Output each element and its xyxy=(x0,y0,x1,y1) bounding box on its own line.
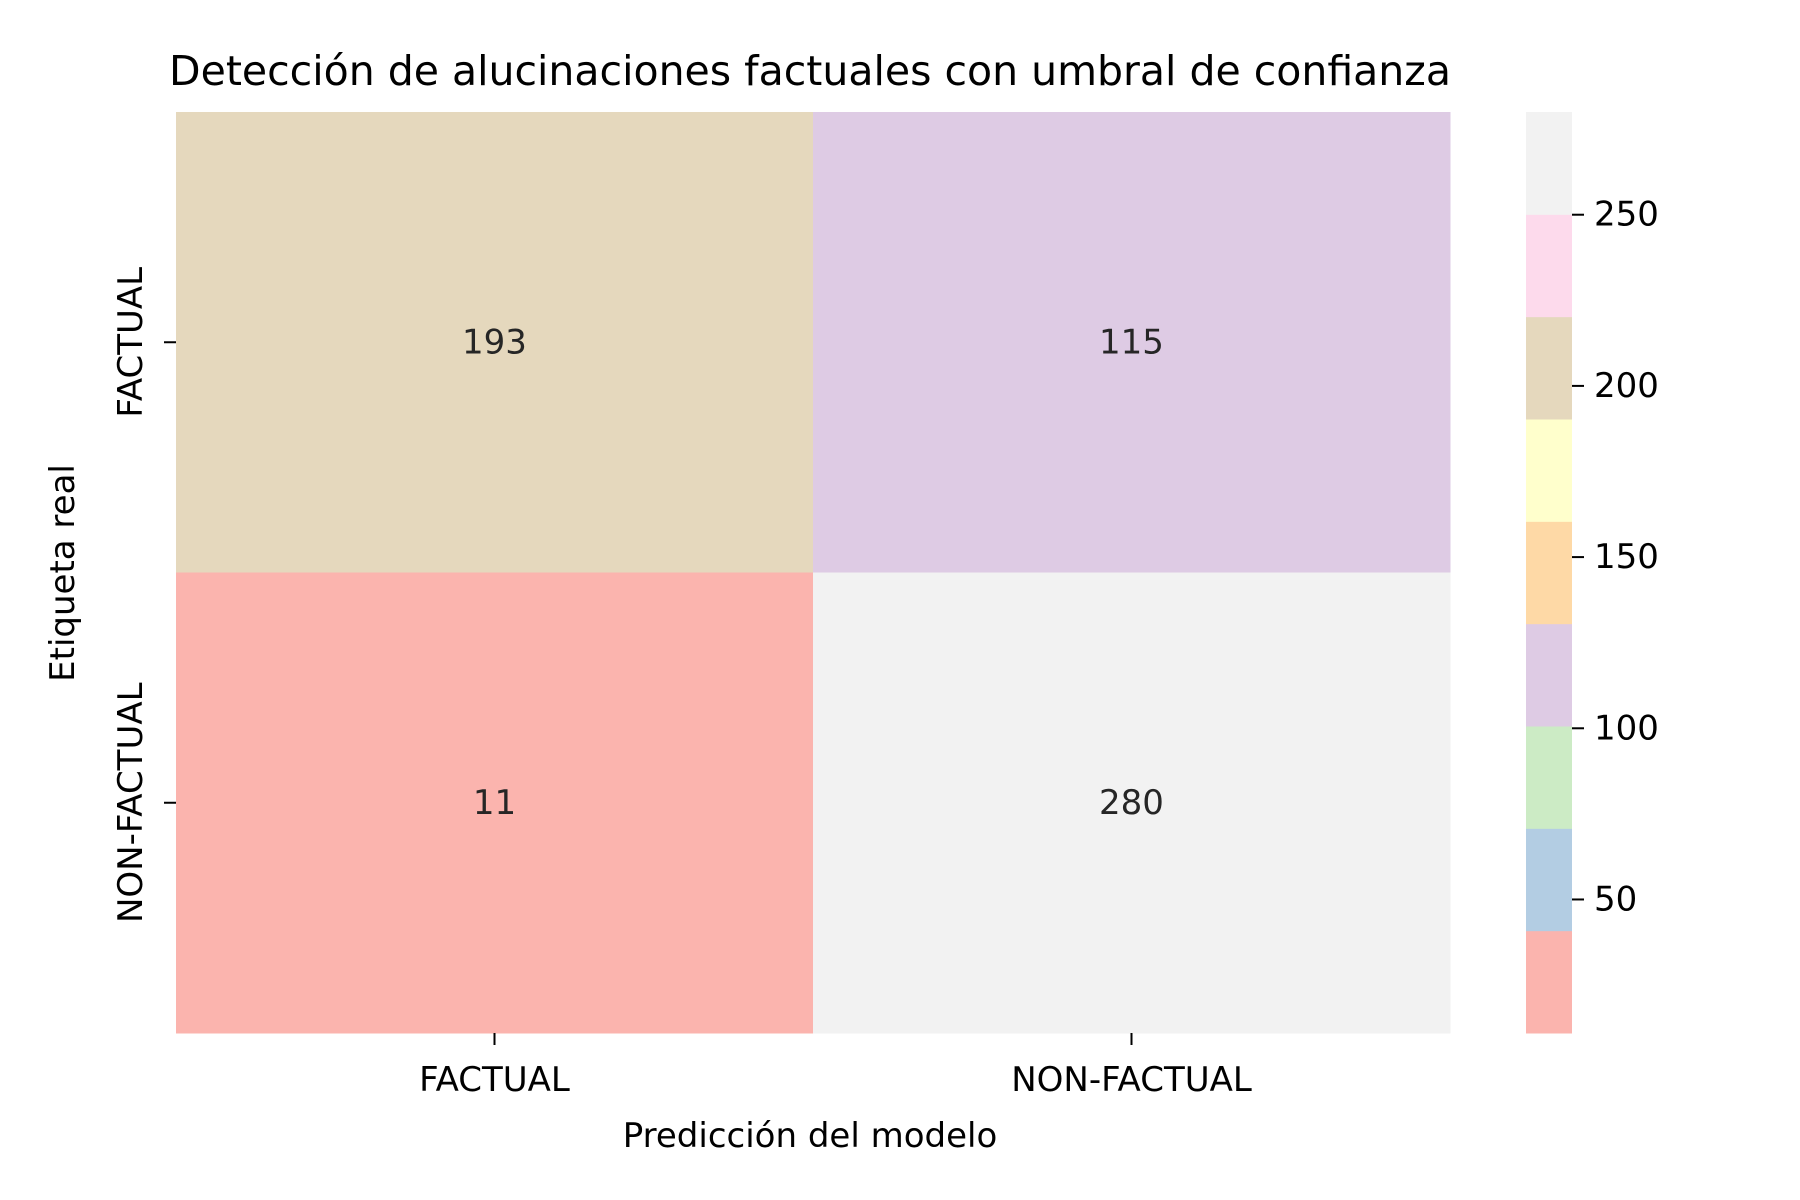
cell-value-label: 193 xyxy=(462,322,527,362)
colorbar-segment xyxy=(1526,112,1572,215)
colorbar xyxy=(1526,112,1572,1034)
colorbar-segment xyxy=(1526,419,1572,522)
heatmap-cell-labels: 193 115 11 280 xyxy=(462,322,1164,823)
colorbar-segment xyxy=(1526,726,1572,829)
cell-value-label: 115 xyxy=(1099,322,1164,362)
colorbar-segment xyxy=(1526,521,1572,625)
colorbar-segment xyxy=(1526,316,1572,420)
colorbar-segment xyxy=(1526,930,1572,1034)
y-tick-label: FACTUAL xyxy=(111,267,151,418)
x-tick-label: FACTUAL xyxy=(419,1060,570,1100)
x-axis-label: Predicción del modelo xyxy=(623,1116,998,1156)
colorbar-tick-label: 100 xyxy=(1594,708,1659,748)
colorbar-tick-label: 50 xyxy=(1594,879,1637,919)
y-axis-ticks: FACTUAL NON-FACTUAL xyxy=(111,267,176,923)
colorbar-tick-label: 200 xyxy=(1594,366,1659,406)
y-tick-label: NON-FACTUAL xyxy=(111,682,151,923)
colorbar-tick-label: 150 xyxy=(1594,537,1659,577)
heatmap-cell xyxy=(813,572,1451,1034)
cell-value-label: 11 xyxy=(473,783,516,823)
colorbar-segment xyxy=(1526,214,1572,318)
heatmap-cell xyxy=(176,112,814,573)
heatmap-cell xyxy=(176,572,814,1034)
x-axis-ticks: FACTUAL NON-FACTUAL xyxy=(419,1033,1252,1100)
colorbar-segment xyxy=(1526,828,1572,932)
y-axis-label: Etiqueta real xyxy=(43,464,83,682)
x-tick-label: NON-FACTUAL xyxy=(1011,1060,1252,1100)
heatmap-cells xyxy=(176,112,1451,1034)
colorbar-ticks: 50 100 150 200 250 xyxy=(1572,195,1659,919)
colorbar-segment xyxy=(1526,623,1572,727)
chart-title: Detección de alucinaciones factuales con… xyxy=(169,47,1451,95)
colorbar-tick-label: 250 xyxy=(1594,195,1659,235)
cell-value-label: 280 xyxy=(1099,783,1164,823)
heatmap-cell xyxy=(813,112,1451,573)
